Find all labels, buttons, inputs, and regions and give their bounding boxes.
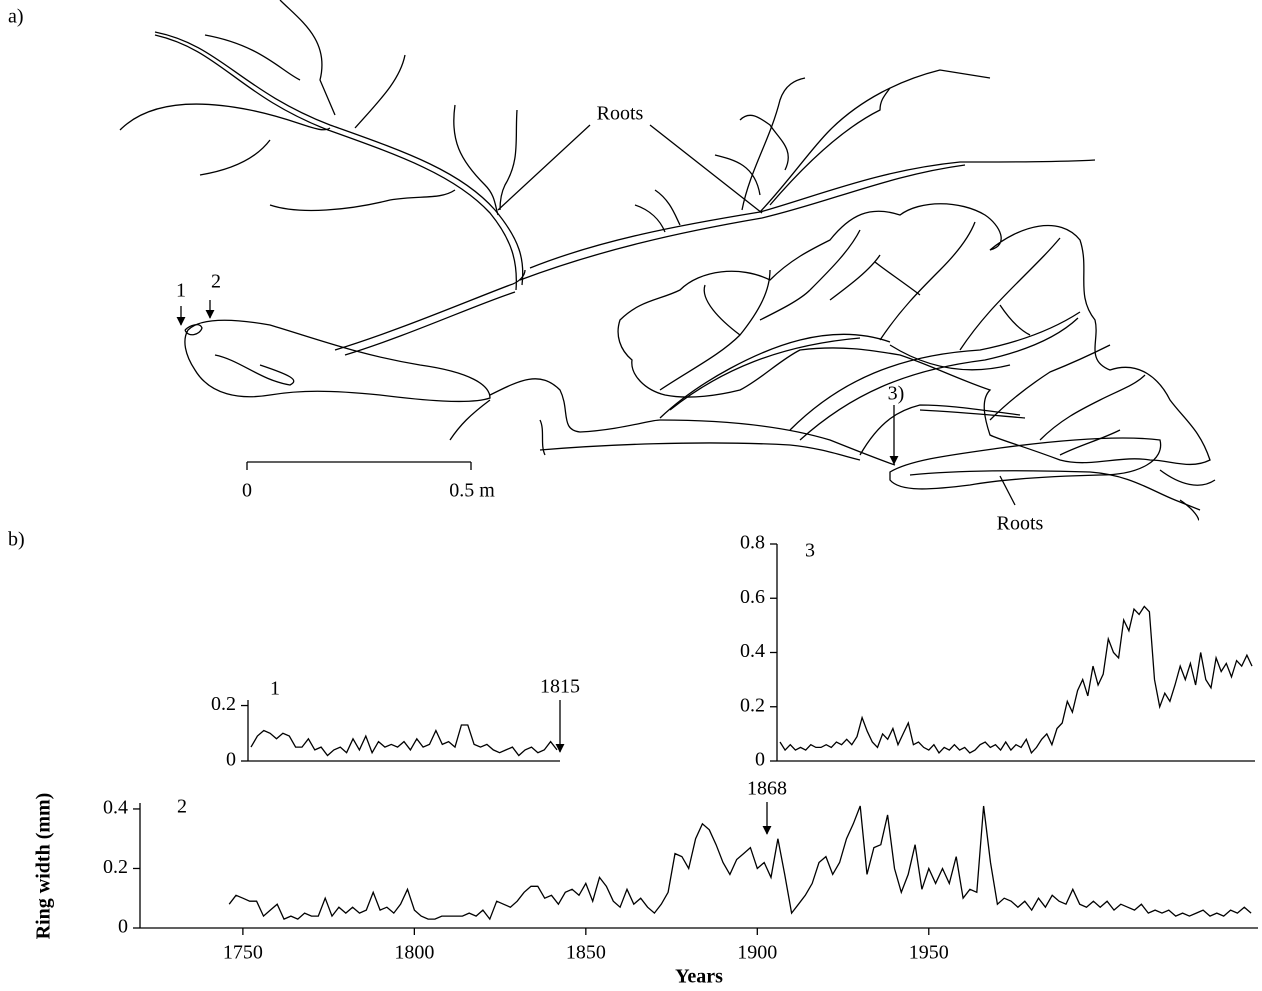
y-tick-label: 0.2 bbox=[103, 856, 128, 878]
annotation-lines bbox=[176, 124, 1016, 506]
root-drawing bbox=[119, 0, 1216, 521]
y-tick-label: 0.8 bbox=[740, 532, 765, 554]
y-tick-label: 0.2 bbox=[211, 693, 236, 715]
annotation: 1868 bbox=[747, 778, 787, 800]
roots-label: Roots bbox=[597, 103, 644, 125]
panel-number: 1 bbox=[270, 678, 280, 700]
y-tick-label: 0 bbox=[118, 916, 128, 938]
x-tick-label: 1900 bbox=[737, 942, 777, 964]
sample-marker: 2 bbox=[211, 271, 221, 293]
x-tick-label: 1850 bbox=[566, 942, 606, 964]
roots-label: Roots bbox=[997, 513, 1044, 535]
y-tick-label: 0.4 bbox=[740, 640, 765, 662]
series-line bbox=[250, 724, 558, 757]
x-tick-label: 1750 bbox=[223, 942, 263, 964]
y-tick-label: 0.6 bbox=[740, 586, 765, 608]
y-axis-label: Ring width (mm) bbox=[33, 793, 55, 940]
scale-label: 0 bbox=[242, 480, 252, 502]
x-tick-label: 1800 bbox=[394, 942, 434, 964]
series-line bbox=[779, 605, 1253, 755]
annotation: 1815 bbox=[540, 676, 580, 698]
sample-marker: 1 bbox=[176, 280, 186, 302]
y-tick-label: 0.4 bbox=[103, 797, 128, 819]
panel-number: 3 bbox=[805, 540, 815, 562]
x-tick-label: 1950 bbox=[909, 942, 949, 964]
scale-label: 0.5 m bbox=[449, 480, 495, 502]
y-tick-label: 0 bbox=[755, 749, 765, 771]
series-line bbox=[228, 805, 1252, 921]
sample-marker: 3) bbox=[888, 383, 905, 405]
panel-label: a) bbox=[8, 6, 24, 28]
panel-label: b) bbox=[8, 529, 25, 551]
panel-number: 2 bbox=[177, 796, 187, 818]
y-tick-label: 0.2 bbox=[740, 694, 765, 716]
y-tick-label: 0 bbox=[226, 749, 236, 771]
x-axis-label: Years bbox=[675, 966, 723, 988]
